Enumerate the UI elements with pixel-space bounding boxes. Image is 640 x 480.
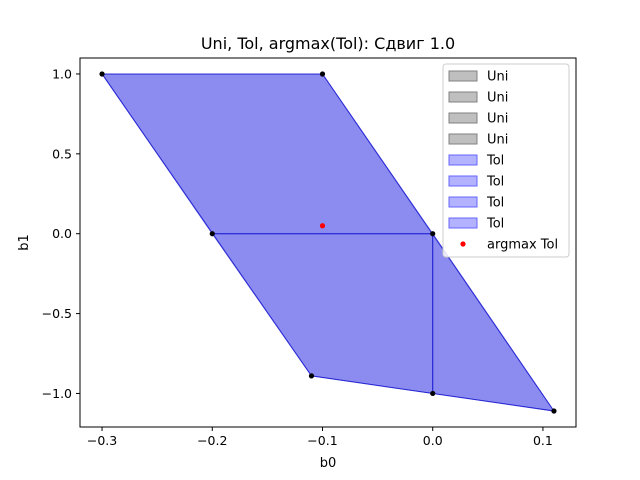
legend-swatch [448, 133, 478, 145]
x-tick-label: 0.1 [533, 433, 553, 448]
legend-label: argmax Tol [487, 238, 558, 253]
vertex-point-4 [430, 231, 436, 237]
vertex-point-1 [99, 71, 105, 77]
vertex-point-7 [551, 408, 557, 414]
y-tick-label: 0.0 [52, 226, 72, 241]
x-tick-label: −0.2 [197, 433, 227, 448]
legend-label: Tol [486, 175, 504, 190]
vertex-point-6 [430, 390, 436, 397]
legend-label: Tol [486, 196, 504, 211]
legend-label: Uni [487, 112, 508, 127]
legend-swatch [448, 154, 478, 166]
legend-marker [460, 241, 466, 247]
chart-title: Uni, Tol, argmax(Tol): Сдвиг 1.0 [201, 34, 455, 53]
legend-swatch [448, 175, 478, 187]
legend-label: Tol [486, 217, 504, 232]
x-tick-label: −0.3 [87, 433, 117, 448]
legend-swatch [448, 217, 478, 229]
y-tick-label: 0.5 [52, 146, 72, 161]
points-layer [99, 71, 557, 414]
vertex-point-2 [319, 71, 326, 77]
x-axis-ticks: −0.3 −0.2 −0.1 0.0 0.1 [87, 427, 553, 448]
legend-box [442, 63, 570, 258]
legend-label: Uni [487, 91, 508, 106]
legend-swatch [448, 196, 478, 208]
y-axis-ticks: 1.0 0.5 0.0 −0.5 −1.0 [42, 66, 80, 401]
legend: Uni Uni Uni Uni Tol Tol Tol Tol argmax Tol [442, 63, 570, 258]
tol-region-2 [212, 233, 433, 394]
legend-swatch [448, 91, 478, 103]
argmax-point [319, 223, 326, 229]
uni-region-2 [212, 233, 433, 394]
vertex-point-3 [209, 231, 215, 237]
y-tick-label: −0.5 [42, 306, 72, 321]
legend-label: Tol [486, 154, 504, 169]
y-tick-label: 1.0 [52, 66, 72, 81]
y-tick-label: −1.0 [42, 386, 72, 401]
legend-swatch [448, 112, 478, 124]
x-axis-label: b0 [320, 456, 337, 471]
legend-label: Uni [487, 133, 508, 148]
uni-region-4 [102, 73, 554, 412]
legend-swatch [448, 70, 478, 82]
x-tick-label: 0.0 [423, 433, 443, 448]
legend-label: Uni [487, 70, 508, 85]
tol-region-4 [102, 73, 554, 412]
y-axis-label: b1 [17, 234, 32, 251]
axes-frame [79, 57, 577, 428]
vertex-point-5 [308, 373, 315, 379]
x-tick-label: −0.1 [307, 433, 337, 448]
